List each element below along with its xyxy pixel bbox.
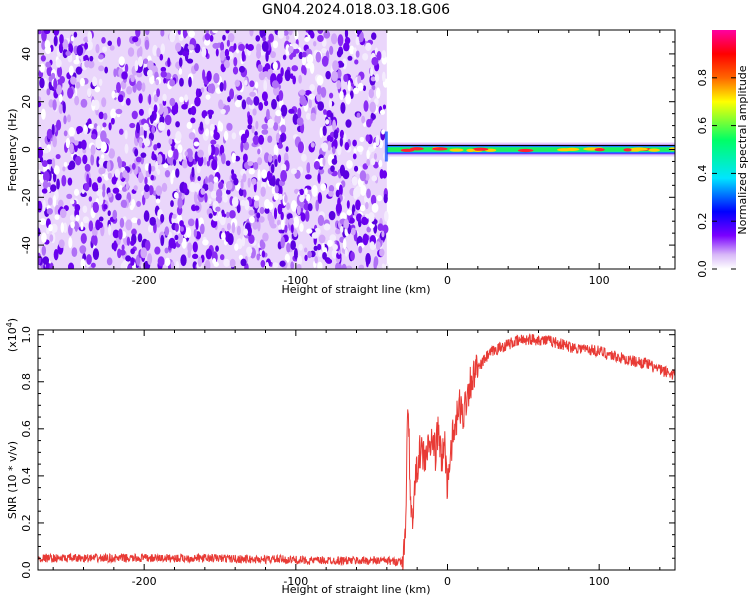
y-tick-label: 20 [20, 95, 33, 109]
colorbar-ticks: 0.0 0.2 0.4 0.6 0.8 [696, 69, 736, 278]
x-tick-label: -100 [283, 575, 308, 588]
snr-series-line [38, 333, 675, 570]
x-tick-label: 100 [589, 274, 610, 287]
spectrogram-signal-band [384, 131, 675, 162]
snr-ylabel: SNR (10 * v/v) [6, 441, 19, 519]
spectrogram-xlabel: Height of straight line (km) [281, 283, 430, 296]
y-tick-label: 0.8 [20, 373, 33, 391]
colorbar-tick-label: 0.0 [696, 260, 709, 278]
colorbar: 0.0 0.2 0.4 0.6 0.8 Normalized spectral ampl… [696, 30, 749, 278]
y-tick-label: 0.2 [20, 514, 33, 532]
spectrogram-ylabel: Frequency (Hz) [6, 109, 19, 192]
x-tick-label: 100 [589, 575, 610, 588]
x-tick-label: 0 [444, 274, 451, 287]
x-tick-label: -200 [132, 274, 157, 287]
snr-ticks: -200 -100 0 100 0.0 0.2 0.4 0.6 0.8 1.0 [20, 326, 675, 588]
colorbar-tick-label: 0.2 [696, 212, 709, 230]
y-tick-label: 1.0 [20, 326, 33, 344]
colorbar-label: Normalized spectral amplitude [736, 65, 749, 234]
colorbar-gradient [712, 30, 736, 269]
y-tick-label: 0.4 [20, 467, 33, 485]
y-tick-label: 0 [20, 146, 33, 153]
snr-panel: -200 -100 0 100 0.0 0.2 0.4 0.6 0.8 1.0 Height of… [5, 318, 676, 596]
x-tick-label: -200 [132, 575, 157, 588]
colorbar-tick-label: 0.8 [696, 69, 709, 87]
snr-scale-label: (x104) [5, 318, 19, 352]
y-tick-label: -20 [20, 188, 33, 206]
snr-frame [37, 329, 676, 571]
snr-xlabel: Height of straight line (km) [281, 583, 430, 596]
x-tick-label: 0 [444, 575, 451, 588]
y-tick-label: -40 [20, 236, 33, 254]
spectrogram-noise [38, 30, 390, 269]
figure-title: GN04.2024.018.03.18.G06 [262, 2, 450, 18]
colorbar-tick-label: 0.4 [696, 165, 709, 183]
y-tick-label: 40 [20, 47, 33, 61]
y-tick-label: 0.0 [20, 561, 33, 579]
y-tick-label: 0.6 [20, 420, 33, 438]
colorbar-tick-label: 0.6 [696, 117, 709, 135]
x-tick-label: -100 [283, 274, 308, 287]
